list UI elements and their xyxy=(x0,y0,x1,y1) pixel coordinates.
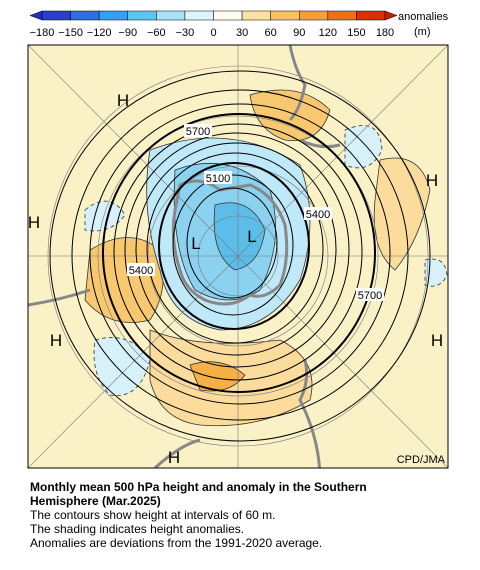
contour-label-bg xyxy=(127,263,155,276)
colorbar-segment xyxy=(299,10,329,21)
caption-line: The contours show height at intervals of… xyxy=(30,508,276,522)
colorbar-tick-label: −30 xyxy=(176,27,195,39)
figure: −180 −150 −120 −90 −60 −30 0 30 60 90 120 150 180 an… xyxy=(27,10,449,469)
high-label: H xyxy=(431,331,443,350)
colorbar-tick-label: 120 xyxy=(319,27,337,39)
colorbar-segment xyxy=(241,10,271,21)
high-label: H xyxy=(50,331,62,350)
colorbar-segment xyxy=(356,10,386,21)
contour-label: 5100 xyxy=(206,173,230,185)
colorbar: −180 −150 −120 −90 −60 −30 0 30 60 90 120 150 180 xyxy=(29,10,398,39)
low-label: L xyxy=(247,227,256,246)
caption-body: The contours show height at intervals of… xyxy=(30,508,322,550)
contour-label-bg xyxy=(204,171,232,184)
colorbar-segment xyxy=(184,10,214,21)
colorbar-unit: (m) xyxy=(414,26,431,38)
colorbar-segment xyxy=(327,10,357,21)
map: 5700 5100 5400 5400 5700 H H H H H H L L CPD/JMA xyxy=(28,45,448,468)
coastline xyxy=(28,45,341,468)
colorbar-segment xyxy=(127,10,157,21)
colorbar-tick-label: 150 xyxy=(347,27,365,39)
high-label: H xyxy=(117,91,129,110)
colorbar-tick-label: −60 xyxy=(147,27,166,39)
high-label: H xyxy=(28,213,40,232)
colorbar-segment xyxy=(41,10,71,21)
colorbar-tick-label: −90 xyxy=(118,27,137,39)
high-label: H xyxy=(426,171,438,190)
colorbar-tick-label: −180 xyxy=(30,27,55,39)
colorbar-segment xyxy=(70,10,100,21)
credit: CPD/JMA xyxy=(397,454,446,466)
caption-title-line: Hemisphere (Mar.2025) xyxy=(30,494,161,508)
colorbar-segment xyxy=(270,10,300,21)
colorbar-arrow xyxy=(384,10,398,21)
colorbar-segment xyxy=(98,10,128,21)
contour-label: 5400 xyxy=(129,265,153,277)
contour-label-bg xyxy=(356,288,384,301)
caption-line: The shading indicates height anomalies. xyxy=(30,522,245,536)
colorbar-tick-label: −150 xyxy=(58,27,83,39)
contour-label: 5700 xyxy=(358,290,382,302)
colorbar-tick-label: 180 xyxy=(376,27,394,39)
contour-label-bg xyxy=(304,207,332,220)
grid xyxy=(28,45,448,468)
colorbar-arrow xyxy=(29,10,43,21)
colorbar-label: anomalies xyxy=(398,11,449,23)
colorbar-tick-label: 60 xyxy=(265,27,277,39)
colorbar-tick-label: −120 xyxy=(87,27,112,39)
caption-line: Anomalies are deviations from the 1991-2… xyxy=(30,536,323,550)
low-label: L xyxy=(191,234,200,253)
colorbar-tick-label: 30 xyxy=(236,27,248,39)
height-contours xyxy=(49,70,431,442)
contour-label: 5700 xyxy=(186,126,210,138)
contour-label: 5400 xyxy=(306,209,330,221)
colorbar-segment xyxy=(156,10,186,21)
colorbar-tick-label: 0 xyxy=(210,27,216,39)
caption-title-line: Monthly mean 500 hPa height and anomaly … xyxy=(30,480,367,494)
contour-label-bg xyxy=(184,124,212,137)
high-label: H xyxy=(168,448,180,467)
caption-title: Monthly mean 500 hPa height and anomaly … xyxy=(30,480,367,508)
colorbar-tick-label: 90 xyxy=(293,27,305,39)
colorbar-segment xyxy=(213,10,243,21)
map-frame xyxy=(27,44,449,469)
